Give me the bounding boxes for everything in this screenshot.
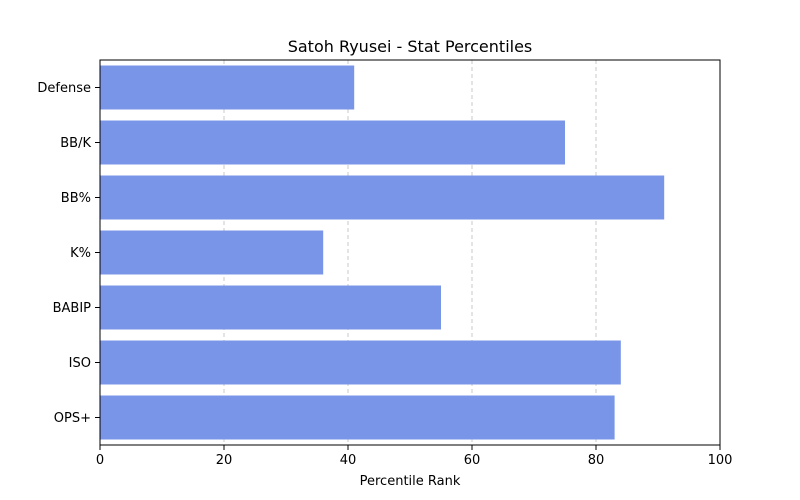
bar-bb- <box>100 175 665 220</box>
x-tick-label: 60 <box>464 453 481 468</box>
y-tick-label: ISO <box>69 356 91 371</box>
y-axis-ticks: Defense BB/K BB% K% BABIP ISO OPS+ <box>37 81 100 426</box>
chart-title: Satoh Ryusei - Stat Percentiles <box>288 37 533 56</box>
x-tick-label: 40 <box>340 453 357 468</box>
bar-babip <box>100 285 441 330</box>
x-axis-label: Percentile Rank <box>360 474 461 489</box>
x-axis-ticks: 0 20 40 60 80 100 <box>96 445 733 468</box>
y-tick-label: Defense <box>37 81 91 96</box>
y-tick-label: K% <box>70 246 91 261</box>
bar-bb-k <box>100 120 565 165</box>
bar-defense <box>100 65 355 110</box>
bar-k- <box>100 230 324 275</box>
x-tick-label: 0 <box>96 453 104 468</box>
y-tick-label: BB% <box>61 191 91 206</box>
x-tick-label: 20 <box>216 453 233 468</box>
x-tick-label: 80 <box>588 453 605 468</box>
y-tick-label: BABIP <box>53 301 92 316</box>
x-tick-label: 100 <box>708 453 733 468</box>
y-tick-label: OPS+ <box>54 411 91 426</box>
bars <box>100 65 665 440</box>
bar-ops- <box>100 395 615 440</box>
y-tick-label: BB/K <box>60 136 91 151</box>
bar-iso <box>100 340 621 385</box>
